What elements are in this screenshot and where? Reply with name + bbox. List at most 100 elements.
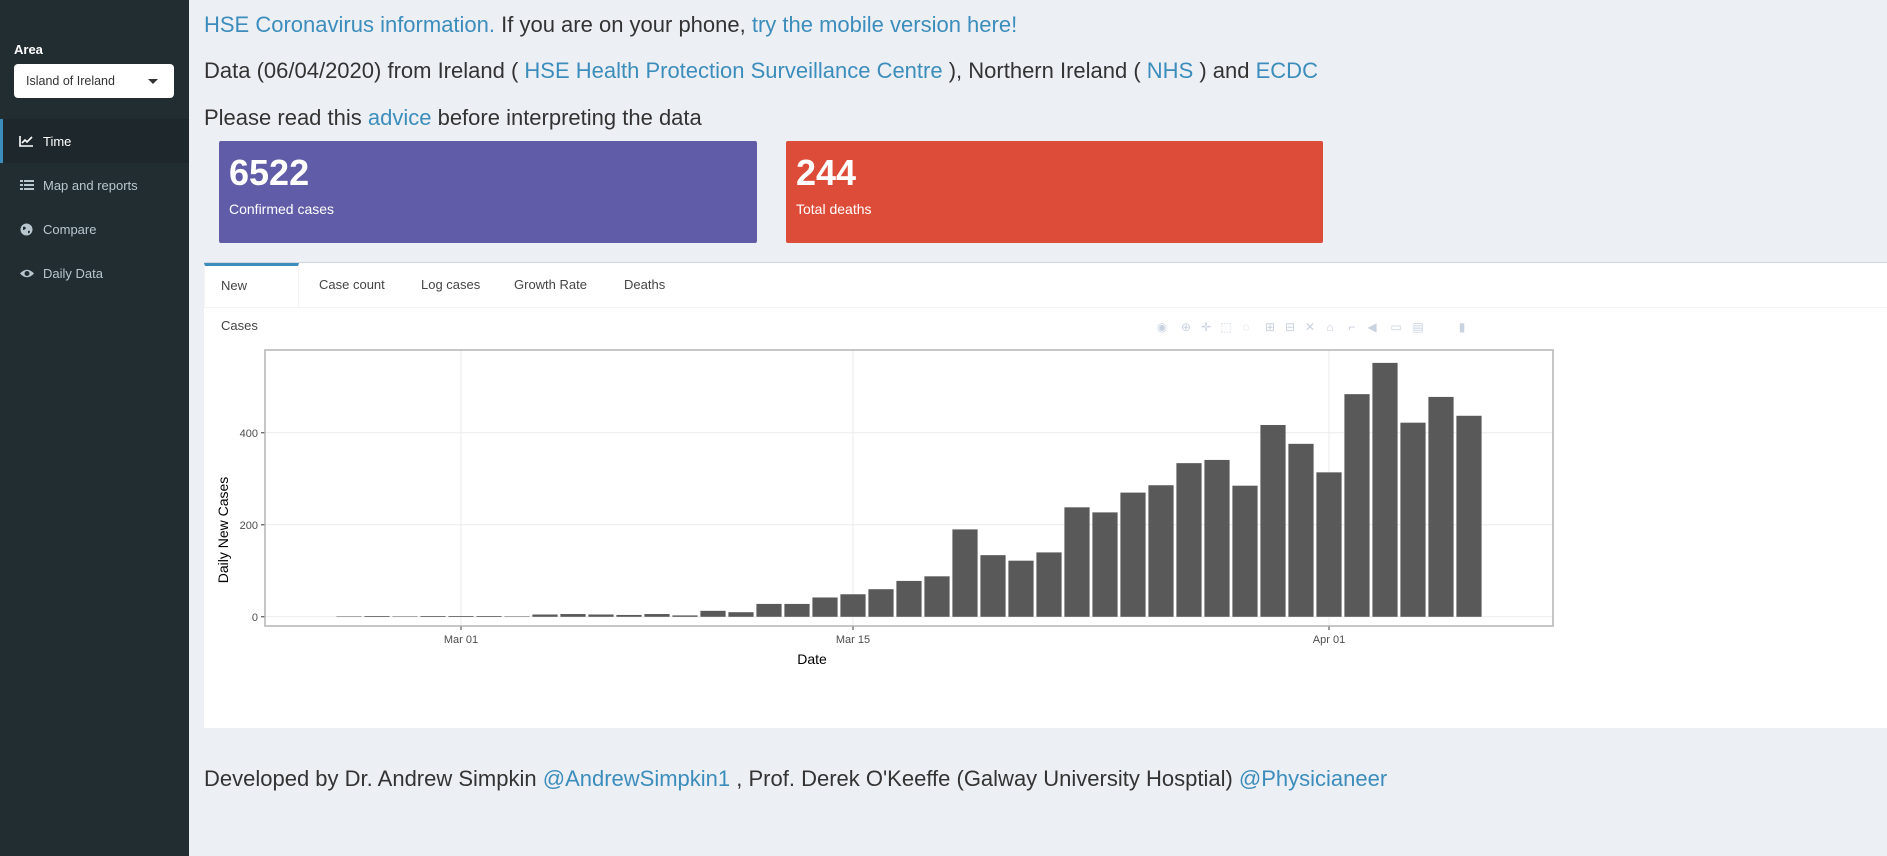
footer-text: Developed by Dr. Andrew Simpkin (204, 766, 543, 791)
box-select-icon[interactable]: ⬚ (1220, 320, 1232, 334)
line-chart-icon (18, 134, 35, 148)
total-deaths-box: 244 Total deaths (786, 141, 1323, 243)
bar (616, 614, 642, 617)
advice-text: Please read this (204, 105, 368, 130)
info-text: If you are on your phone, (495, 12, 752, 37)
x-axis-title: Date (797, 651, 827, 667)
confirmed-cases-box: 6522 Confirmed cases (219, 141, 757, 243)
list-icon (18, 178, 35, 192)
bar (1092, 512, 1118, 617)
total-deaths-label: Total deaths (796, 201, 872, 217)
lasso-icon[interactable]: ◌ (1242, 320, 1250, 334)
data-source-text: ) and (1193, 58, 1256, 83)
area-select-value: Island of Ireland (26, 74, 115, 88)
sidebar-item-label: Time (43, 133, 72, 149)
bar (1204, 459, 1230, 617)
y-tick-label: 0 (252, 612, 258, 624)
ecdc-link[interactable]: ECDC (1255, 58, 1318, 83)
pan-icon[interactable]: ✛ (1200, 320, 1212, 334)
area-select[interactable]: Island of Ireland (14, 64, 174, 98)
nhs-link[interactable]: NHS (1146, 58, 1194, 83)
camera-icon[interactable]: ◉ (1156, 320, 1168, 334)
sidebar-item-time[interactable]: Time (0, 119, 189, 163)
y-tick-label: 400 (240, 428, 258, 440)
bar (840, 594, 866, 617)
eye-icon (18, 266, 35, 280)
tab-growth-rate[interactable]: Growth Rate (514, 277, 587, 292)
bar (896, 580, 922, 617)
bar (1064, 507, 1090, 617)
bar (1036, 552, 1062, 617)
zoom-icon[interactable]: ⊕ (1180, 320, 1192, 334)
sidebar-item-daily-data[interactable]: Daily Data (0, 251, 189, 295)
autoscale-icon[interactable]: ✕ (1304, 320, 1316, 334)
globe-icon (18, 222, 35, 236)
y-tick-label: 200 (240, 520, 258, 532)
bar (1176, 463, 1202, 617)
bar (420, 616, 446, 617)
bar (784, 603, 810, 617)
bar (364, 616, 390, 617)
bar (952, 529, 978, 617)
zoom-in-icon[interactable]: ⊞ (1264, 320, 1276, 334)
bar (728, 612, 754, 617)
bar (1232, 485, 1258, 617)
bar (756, 603, 782, 617)
reset-axes-icon[interactable]: ⌂ (1326, 320, 1334, 334)
spike-lines-icon[interactable]: ⌐ (1348, 320, 1356, 334)
bar (1316, 472, 1342, 617)
sidebar-item-label: Map and reports (43, 177, 138, 193)
bar (1120, 492, 1146, 617)
plotly-logo-icon[interactable]: ▮ (1458, 320, 1466, 334)
y-axis-title: Daily New Cases (215, 477, 231, 584)
andrew-simpkin-link[interactable]: @AndrewSimpkin1 (542, 766, 731, 791)
new-cases-chart: 0 200 400 Mar 01 Mar 15 Apr 01 Date Daily New C… (215, 349, 1554, 667)
area-label: Area (14, 42, 43, 57)
footer: Developed by Dr. Andrew Simpkin @AndrewS… (204, 766, 1387, 792)
x-tick-label: Mar 15 (836, 634, 870, 646)
x-tick-label: Apr 01 (1313, 634, 1345, 646)
total-deaths-value: 244 (796, 152, 857, 193)
hover-closest-icon[interactable]: ◀ (1367, 320, 1377, 334)
bar (1148, 485, 1174, 617)
bar (476, 616, 502, 617)
tab-bar: New Cases Case count Log cases Growth Ra… (204, 263, 1887, 333)
confirmed-cases-label: Confirmed cases (229, 201, 335, 217)
bar (868, 589, 894, 617)
bar (1344, 394, 1370, 617)
sidebar-item-label: Compare (43, 221, 97, 237)
info-line-3: Please read this advice before interpret… (204, 105, 702, 131)
zoom-out-icon[interactable]: ⊟ (1284, 320, 1296, 334)
bar (700, 610, 726, 617)
advice-text: before interpreting the data (431, 105, 702, 130)
bar (1372, 362, 1398, 617)
toggle-hover-icon[interactable]: ▤ (1412, 320, 1424, 334)
tab-case-count[interactable]: Case count (319, 277, 385, 292)
sidebar-item-label: Daily Data (43, 265, 103, 281)
tab-deaths[interactable]: Deaths (624, 277, 666, 292)
tab-log-cases[interactable]: Log cases (421, 277, 481, 292)
bar (1400, 422, 1426, 617)
tab-new-cases[interactable]: New Cases (204, 263, 299, 333)
bar (1456, 415, 1482, 617)
hover-compare-icon[interactable]: ▭ (1390, 320, 1402, 334)
bar (1288, 443, 1314, 617)
physicianeer-link[interactable]: @Physicianeer (1238, 766, 1388, 791)
bar (812, 597, 838, 617)
sidebar-item-map-and-reports[interactable]: Map and reports (0, 163, 189, 207)
info-line-2: Data (06/04/2020) from Ireland ( HSE Hea… (204, 58, 1318, 84)
bar (588, 614, 614, 617)
bar (1428, 396, 1454, 617)
bar (644, 614, 670, 617)
mobile-version-link[interactable]: try the mobile version here! (751, 12, 1018, 37)
advice-link[interactable]: advice (367, 105, 432, 130)
footer-text: , Prof. Derek O'Keeffe (Galway Universit… (730, 766, 1239, 791)
sidebar: Area Island of Ireland Time Map and repo… (0, 0, 189, 856)
bar (560, 614, 586, 617)
plot-frame (264, 349, 1554, 627)
caret-down-icon (148, 79, 158, 84)
chart-tab-box: New Cases Case count Log cases Growth Ra… (204, 262, 1887, 728)
hse-info-link[interactable]: HSE Coronavirus information. (204, 12, 496, 37)
sidebar-item-compare[interactable]: Compare (0, 207, 189, 251)
hpsc-link[interactable]: HSE Health Protection Surveillance Centr… (524, 58, 943, 83)
